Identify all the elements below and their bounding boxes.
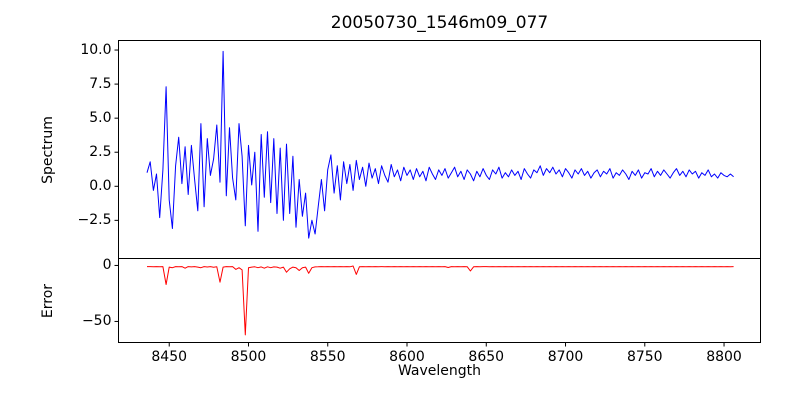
error-xtick-label: 8450: [151, 348, 188, 365]
xlabel-wavelength: Wavelength: [397, 363, 482, 379]
error-xtick-label: 8650: [468, 348, 505, 365]
ylabel-error: Error: [40, 283, 56, 319]
error-line: [147, 265, 734, 336]
error-xtick-label: 8500: [230, 348, 267, 365]
ylabel-spectrum: Spectrum: [40, 116, 56, 184]
spectrum-ytick-label: 2.5: [89, 144, 112, 161]
error-xtick-label: 8750: [626, 348, 663, 365]
error-xtick-label: 8600: [389, 348, 425, 365]
spectrum-ytick-label: 10.0: [80, 42, 112, 59]
error-ytick-label: −50: [81, 313, 112, 330]
error-axes-border: [118, 258, 761, 343]
spectrum-ytick-label: 0.0: [89, 178, 112, 195]
spectrum-ytick-label: −2.5: [77, 212, 112, 229]
error-xtick-label: 8550: [309, 348, 346, 365]
spectrum-ytick-label: 7.5: [89, 76, 112, 93]
spectrum-ytick-label: 5.0: [89, 110, 112, 127]
chart-title: 20050730_1546m09_077: [330, 13, 549, 33]
error-ytick-label: 0: [102, 257, 112, 274]
error-xtick-label: 8800: [706, 348, 742, 365]
spectrum-line: [146, 50, 734, 239]
error-xtick-label: 8700: [547, 348, 584, 365]
